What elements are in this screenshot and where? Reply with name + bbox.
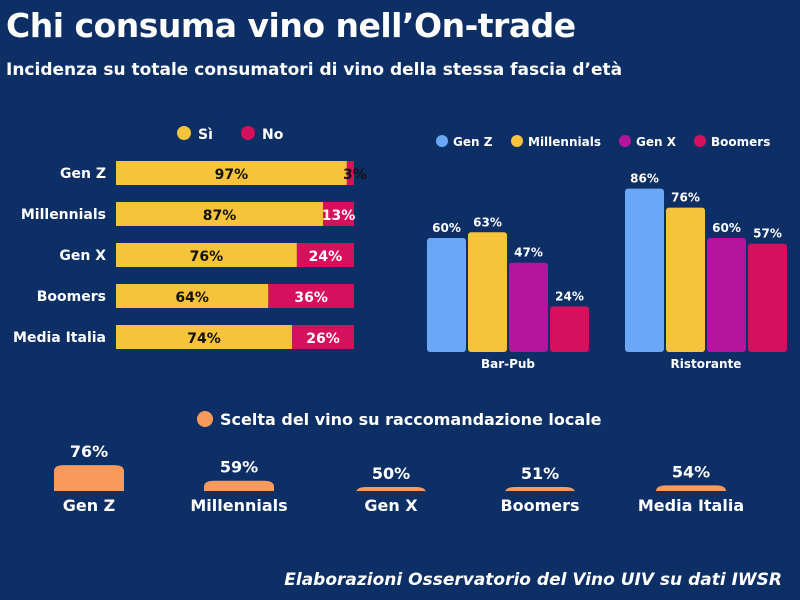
legend-label-s: Sì — [198, 127, 213, 143]
bar-no-media-italia — [292, 325, 354, 349]
legend-label-millennials: Millennials — [528, 135, 601, 149]
bar-no-boomers — [268, 284, 354, 308]
data-label-no-boomers: 36% — [294, 290, 328, 306]
data-label-bar-pub-millennials: 63% — [473, 215, 502, 229]
data-label-bar-pub-gen-z: 60% — [432, 221, 461, 235]
category-label-media-italia: Media Italia — [13, 330, 106, 346]
data-label-si-millennials: 87% — [203, 208, 237, 224]
bar-locale-media-italia — [656, 485, 726, 492]
data-label-locale-millennials: 59% — [220, 458, 258, 477]
data-label-no-gen-x: 24% — [309, 249, 343, 265]
data-label-locale-gen-x: 50% — [372, 464, 410, 483]
bar-locale-boomers — [505, 487, 575, 493]
bar-bar-pub-gen-x — [509, 262, 548, 352]
data-label-no-media-italia: 26% — [306, 331, 340, 347]
legend-marker-raccomandazione-locale — [197, 411, 213, 427]
bar-ristorante-boomers — [748, 243, 787, 352]
category-label-locale-gen-z: Gen Z — [63, 496, 116, 515]
data-label-no-millennials: 13% — [322, 208, 356, 224]
data-label-si-gen-x: 76% — [190, 249, 224, 265]
bar-si-media-italia — [116, 325, 293, 349]
category-label-gen-x: Gen X — [59, 248, 106, 264]
data-label-bar-pub-gen-x: 47% — [514, 246, 543, 260]
legend-marker-millennials — [511, 135, 523, 147]
data-label-si-gen-z: 97% — [215, 167, 249, 183]
data-label-bar-pub-boomers: 24% — [555, 289, 584, 303]
category-label-ristorante: Ristorante — [671, 357, 742, 371]
bar-no-gen-z — [346, 161, 354, 185]
data-label-ristorante-gen-z: 86% — [630, 172, 659, 186]
bar-bar-pub-millennials — [468, 232, 507, 352]
bar-locale-gen-z — [54, 465, 124, 491]
bar-bar-pub-gen-z — [427, 238, 466, 352]
data-label-ristorante-millennials: 76% — [671, 191, 700, 205]
category-label-locale-boomers: Boomers — [500, 496, 579, 515]
bar-ristorante-gen-z — [625, 188, 664, 352]
legend-label-no: No — [262, 127, 284, 143]
category-label-gen-z: Gen Z — [60, 166, 106, 182]
data-label-locale-media-italia: 54% — [672, 462, 710, 481]
bar-locale-millennials — [204, 480, 274, 491]
bar-locale-gen-x — [356, 487, 426, 493]
category-label-locale-millennials: Millennials — [190, 496, 287, 515]
bar-si-gen-z — [116, 161, 347, 185]
legend-marker-no — [241, 126, 255, 140]
data-label-locale-boomers: 51% — [521, 464, 559, 483]
bar-ristorante-millennials — [666, 207, 705, 352]
source-footer: Elaborazioni Osservatorio del Vino UIV s… — [284, 570, 782, 590]
bar-bar-pub-boomers — [550, 306, 589, 352]
bar-si-gen-x — [116, 243, 297, 267]
legend-marker-gen-z — [436, 135, 448, 147]
data-label-ristorante-gen-x: 60% — [712, 221, 741, 235]
data-label-si-media-italia: 74% — [187, 331, 221, 347]
category-label-bar-pub: Bar-Pub — [481, 357, 535, 371]
legend-marker-boomers — [694, 135, 706, 147]
data-label-ristorante-boomers: 57% — [753, 227, 782, 241]
page-subtitle: Incidenza su totale consumatori di vino … — [6, 60, 623, 80]
legend-label-gen-x: Gen X — [636, 135, 677, 149]
bar-si-boomers — [116, 284, 269, 308]
page-title: Chi consuma vino nell’On-trade — [6, 6, 576, 45]
bar-ristorante-gen-x — [707, 238, 746, 352]
data-label-no-gen-z: 3% — [343, 167, 367, 183]
legend-label-gen-z: Gen Z — [453, 135, 493, 149]
category-label-boomers: Boomers — [37, 289, 106, 305]
data-label-si-boomers: 64% — [175, 290, 209, 306]
category-label-locale-gen-x: Gen X — [364, 496, 418, 515]
bar-no-millennials — [323, 202, 354, 226]
bar-si-millennials — [116, 202, 324, 226]
bar-no-gen-x — [296, 243, 354, 267]
legend-marker-s — [177, 126, 191, 140]
category-label-millennials: Millennials — [21, 207, 106, 223]
category-label-locale-media-italia: Media Italia — [638, 496, 744, 515]
legend-marker-gen-x — [619, 135, 631, 147]
legend-label-raccomandazione-locale: Scelta del vino su raccomandazione local… — [220, 410, 602, 429]
data-label-locale-gen-z: 76% — [70, 442, 108, 461]
legend-label-boomers: Boomers — [711, 135, 770, 149]
